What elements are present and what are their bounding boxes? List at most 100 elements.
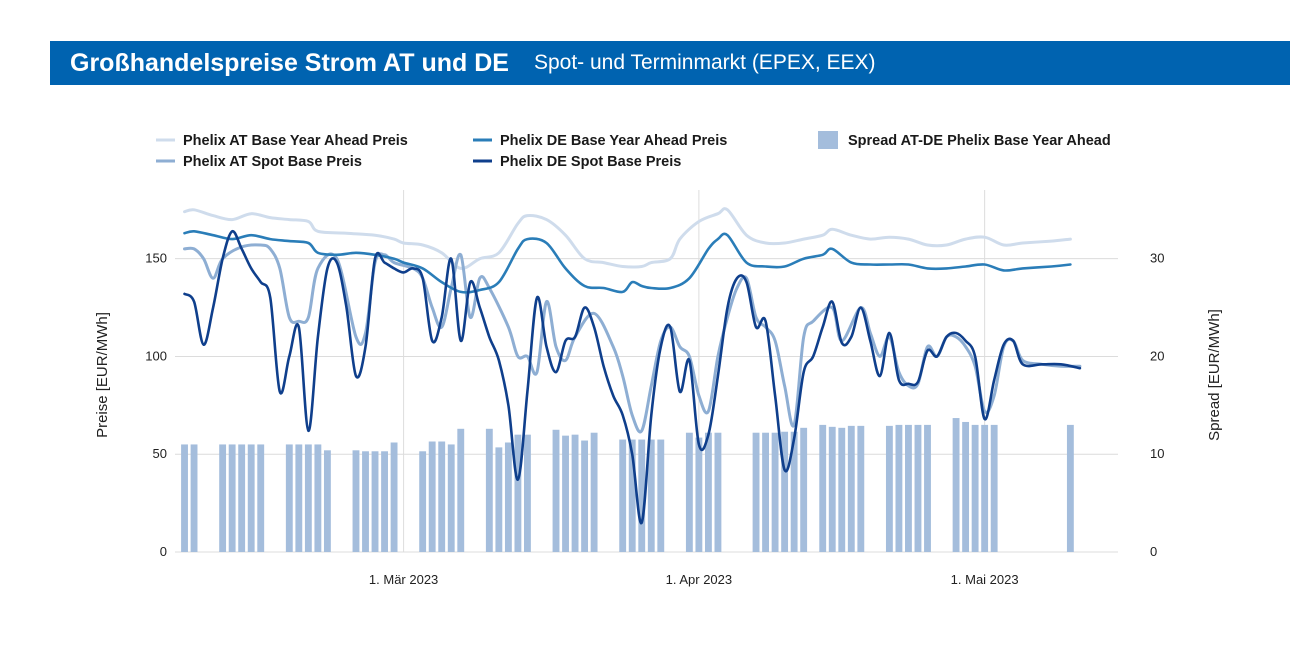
y-tick-label-left: 150 <box>145 251 167 266</box>
spread-bar <box>485 428 493 552</box>
legend-swatch-spread <box>818 131 838 149</box>
legend-label-at-spot: Phelix AT Spot Base Preis <box>183 154 362 170</box>
y-tick-label-right: 30 <box>1150 251 1164 266</box>
line-de-year-ahead <box>183 229 1072 294</box>
y-tick-label-right: 0 <box>1150 544 1157 559</box>
spread-bar <box>714 432 722 552</box>
legend-item-at-spot: Phelix AT Spot Base Preis <box>156 154 362 170</box>
spread-bar <box>828 426 836 552</box>
legend-item-at-year-ahead: Phelix AT Base Year Ahead Preis <box>156 133 408 149</box>
legend-item-de-year-ahead: Phelix DE Base Year Ahead Preis <box>473 133 727 149</box>
spread-bar <box>552 429 560 552</box>
spread-bar <box>447 444 455 552</box>
spread-bar <box>247 444 255 552</box>
spread-bar <box>771 432 779 552</box>
chart-subtitle: Spot- und Terminmarkt (EPEX, EEX) <box>533 51 876 74</box>
spread-bar <box>314 444 322 552</box>
spread-bar <box>924 424 931 552</box>
line-de-spot <box>183 229 1082 525</box>
spread-bar <box>762 432 769 552</box>
spread-bar <box>962 421 970 552</box>
spread-bar <box>381 451 388 552</box>
spread-bar <box>362 451 369 552</box>
legend-label-de-year-ahead: Phelix DE Base Year Ahead Preis <box>500 133 727 149</box>
spread-bar <box>628 439 636 552</box>
spread-bar <box>657 439 665 552</box>
y-tick-label-left: 100 <box>145 348 167 363</box>
x-ticks: 1. Mär 2023 1. Apr 2023 1. Mai 2023 <box>369 572 1019 587</box>
spread-bar <box>285 444 293 552</box>
y-axis-title-right: Spread [EUR/MWh] <box>1206 309 1223 441</box>
spread-bar <box>438 441 446 552</box>
spread-bar <box>857 425 865 552</box>
spread-bar <box>619 439 627 552</box>
spread-bar <box>238 444 246 552</box>
spread-bars <box>181 418 1074 552</box>
spread-bar <box>504 442 512 552</box>
spread-bar <box>428 441 436 552</box>
spread-bar <box>590 432 598 552</box>
spread-bar <box>752 432 760 552</box>
spread-bar <box>457 428 465 552</box>
legend: Phelix AT Base Year Ahead Preis Phelix A… <box>156 131 1111 170</box>
spread-bar <box>885 425 893 552</box>
spread-bar <box>352 450 360 552</box>
y-ticks-left: 0 50 100 150 <box>145 251 167 559</box>
spread-bar <box>524 434 531 552</box>
spread-bar <box>971 424 979 552</box>
x-tick-label: 1. Mai 2023 <box>951 572 1019 587</box>
legend-item-spread: Spread AT-DE Phelix Base Year Ahead <box>818 131 1111 149</box>
line-at-year-ahead <box>183 207 1072 270</box>
spread-bar <box>562 435 569 552</box>
legend-item-de-spot: Phelix DE Spot Base Preis <box>473 154 681 170</box>
spread-bar <box>819 424 827 552</box>
x-tick-label: 1. Apr 2023 <box>666 572 733 587</box>
spread-bar <box>390 442 398 552</box>
spread-bar <box>800 427 808 552</box>
title-bar: Großhandelspreise Strom AT und DE Spot- … <box>50 41 1290 85</box>
spread-bar <box>190 444 198 552</box>
spread-bar <box>1066 424 1074 552</box>
spread-bar <box>838 427 846 552</box>
spread-bar <box>495 447 503 552</box>
spread-bar <box>181 444 188 552</box>
spread-bar <box>914 424 922 552</box>
legend-label-de-spot: Phelix DE Spot Base Preis <box>500 154 681 170</box>
spread-bar <box>781 431 789 552</box>
spread-bar <box>952 418 960 552</box>
spread-bar <box>695 437 703 552</box>
spread-bar <box>304 444 312 552</box>
spread-bar <box>581 440 589 552</box>
legend-label-at-year-ahead: Phelix AT Base Year Ahead Preis <box>183 133 408 149</box>
spread-bar <box>257 444 265 552</box>
spread-bar <box>895 424 903 552</box>
x-tick-label: 1. Mär 2023 <box>369 572 438 587</box>
spread-bar <box>323 450 331 552</box>
spread-bar <box>571 434 579 552</box>
spread-bar <box>847 425 855 552</box>
spread-bar <box>981 424 989 552</box>
spread-bar <box>647 439 655 552</box>
spread-bar <box>228 444 236 552</box>
spread-bar <box>514 434 522 552</box>
y-tick-label-right: 20 <box>1150 348 1164 363</box>
spread-bar <box>638 439 646 552</box>
y-ticks-right: 0 10 20 30 <box>1150 251 1164 559</box>
spread-bar <box>905 424 912 552</box>
y-tick-label-right: 10 <box>1150 446 1164 461</box>
y-axis-title-left: Preise [EUR/MWh] <box>94 312 111 438</box>
chart-title: Großhandelspreise Strom AT und DE <box>70 48 509 77</box>
y-tick-label-left: 0 <box>160 544 167 559</box>
spread-bar <box>990 424 998 552</box>
y-tick-label-left: 50 <box>153 446 167 461</box>
spread-bar <box>790 431 798 552</box>
series-lines <box>183 207 1082 525</box>
spread-bar <box>295 444 303 552</box>
legend-label-spread: Spread AT-DE Phelix Base Year Ahead <box>848 133 1111 149</box>
spread-bar <box>219 444 227 552</box>
spread-bar <box>371 451 379 552</box>
spread-bar <box>704 432 712 552</box>
spread-bar <box>419 451 427 552</box>
spread-bar <box>685 432 693 552</box>
